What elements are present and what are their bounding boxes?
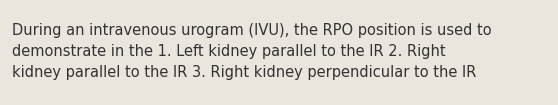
Text: During an intravenous urogram (IVU), the RPO position is used to
demonstrate in : During an intravenous urogram (IVU), the… <box>12 23 492 80</box>
